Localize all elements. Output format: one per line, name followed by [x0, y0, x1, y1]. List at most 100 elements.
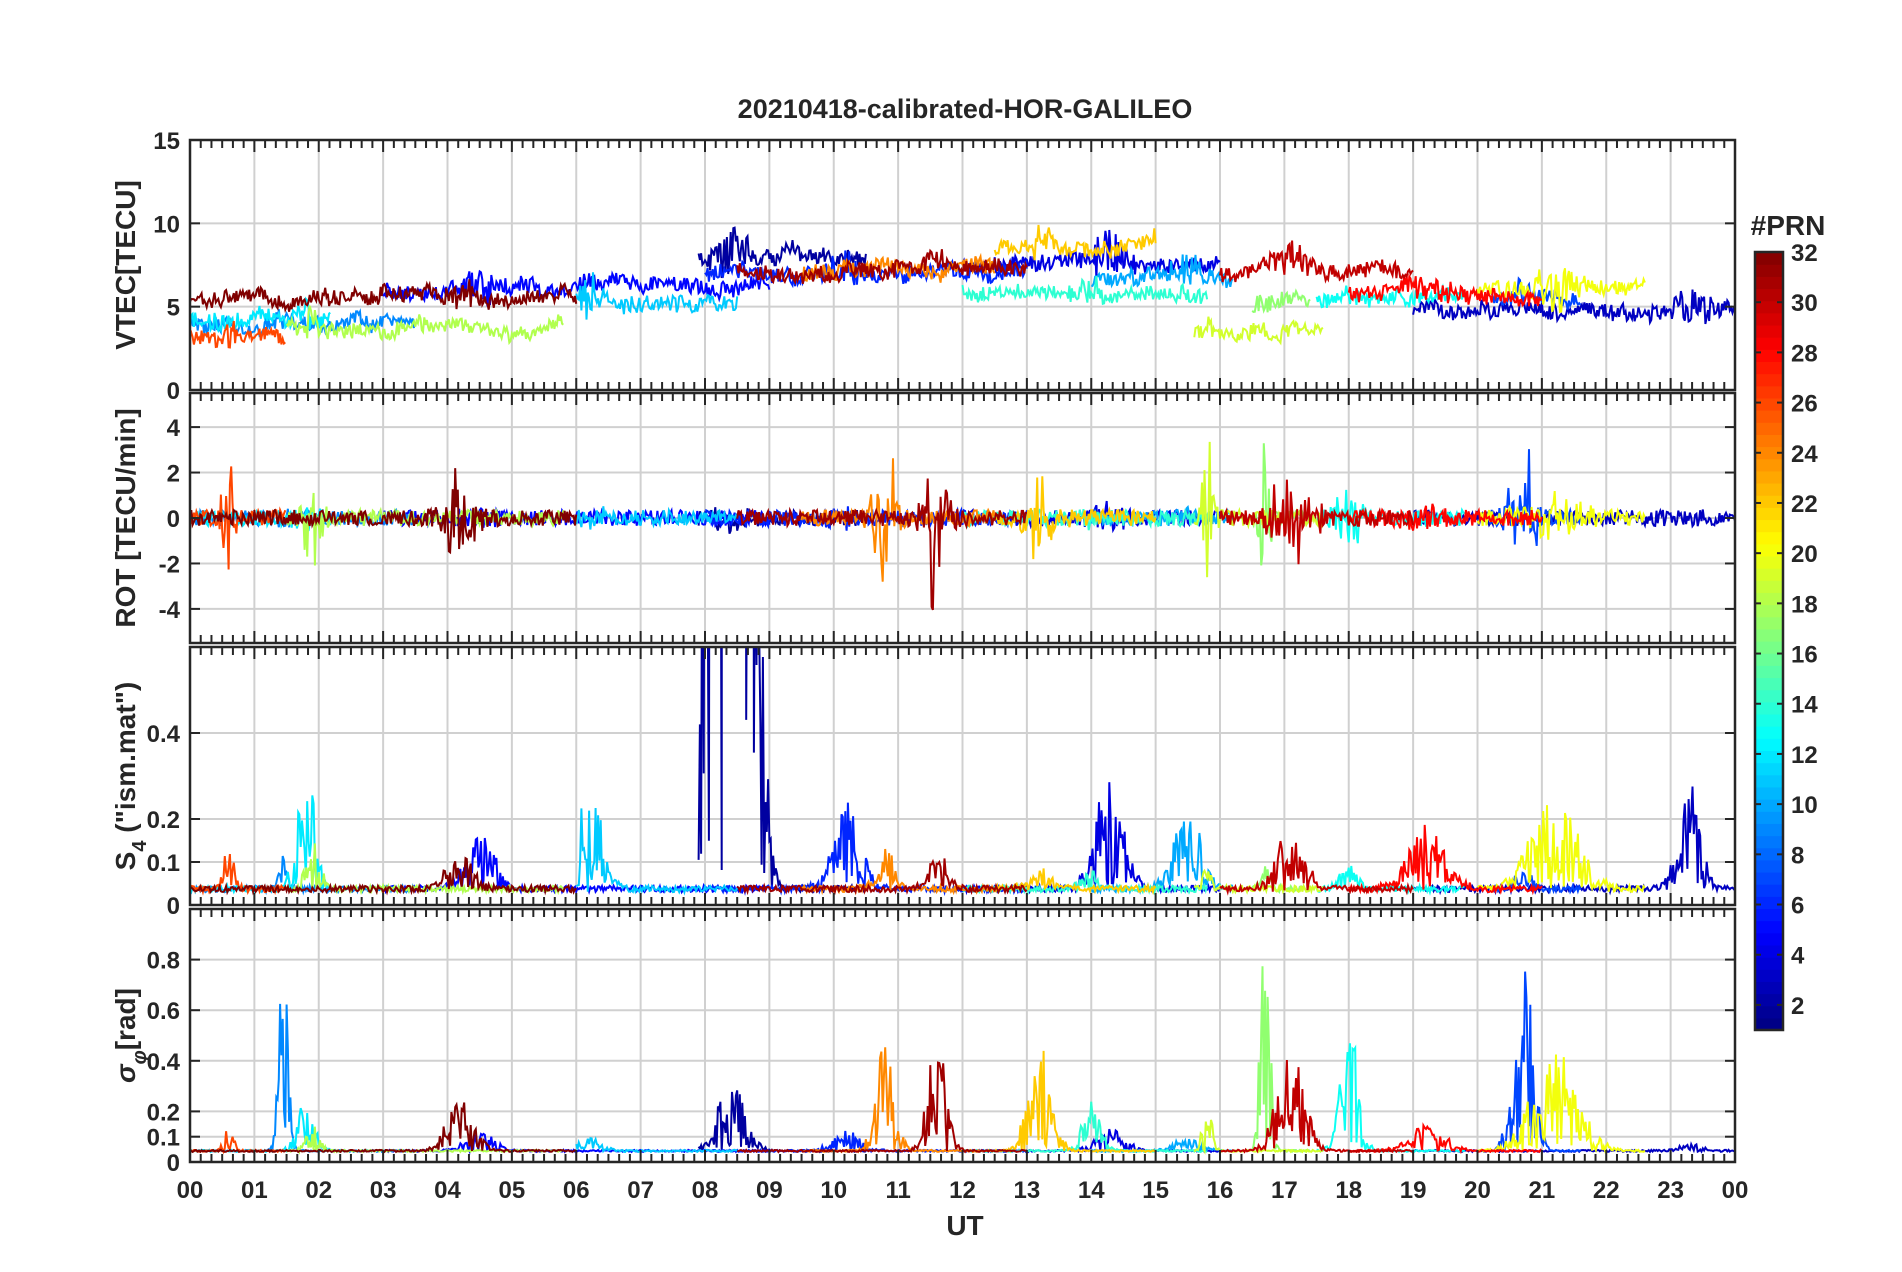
- colorbar-swatch: [1755, 665, 1783, 679]
- series-line-prn-30: [1219, 840, 1414, 896]
- colorbar-swatch: [1755, 847, 1783, 861]
- series-line-prn-31: [736, 1061, 1028, 1154]
- series-line-prn-24: [800, 458, 996, 582]
- y-tick-label: -4: [159, 597, 181, 624]
- colorbar-swatch: [1755, 252, 1783, 265]
- y-tick-label: -2: [159, 551, 180, 578]
- x-tick-label: 11: [885, 1177, 910, 1204]
- series-line-prn-14: [961, 508, 1209, 531]
- colorbar-swatch: [1755, 738, 1783, 752]
- y-tick-label: 0.1: [147, 1125, 180, 1152]
- colorbar-swatch: [1755, 580, 1783, 593]
- colorbar-swatch: [1755, 981, 1783, 995]
- y-axis-label-s4: S4 ("ism.mat"): [110, 682, 151, 871]
- colorbar-swatch: [1755, 312, 1783, 326]
- xticks-s4: [189, 647, 1736, 905]
- traces-rot: [190, 441, 1735, 611]
- y-tick-label: 0.1: [147, 850, 180, 877]
- x-tick-label: 19: [1400, 1177, 1427, 1204]
- colorbar-swatch: [1755, 264, 1783, 277]
- colorbar-swatch: [1755, 373, 1783, 387]
- colorbar-swatch: [1755, 799, 1783, 812]
- y-tick-label: 15: [153, 128, 180, 155]
- colorbar-swatch: [1755, 653, 1783, 666]
- series-line-prn-3: [1412, 507, 1735, 529]
- colorbar-swatch: [1755, 689, 1783, 703]
- colorbar-tick-label: 26: [1791, 391, 1818, 418]
- colorbar-swatch: [1755, 884, 1783, 897]
- x-tick-label: 05: [499, 1177, 526, 1204]
- series-line-prn-31: [736, 858, 1028, 896]
- x-tick-label: 16: [1207, 1177, 1234, 1204]
- series-line-prn-11: [575, 1136, 738, 1154]
- colorbar-swatch: [1755, 908, 1783, 922]
- series-line-prn-22: [993, 476, 1157, 560]
- x-tick-label: 14: [1078, 1177, 1105, 1204]
- colorbar-swatch: [1755, 324, 1783, 338]
- series-line-prn-13: [1315, 865, 1466, 896]
- x-tick-label: 09: [756, 1177, 783, 1204]
- panel-sigma: 00.10.2 0.4 0.6 0.8 σφ[rad]: [110, 907, 1737, 1177]
- x-tick-label: 20: [1464, 1177, 1491, 1204]
- colorbar-tick-label: 8: [1791, 842, 1804, 869]
- colorbar-swatch: [1755, 726, 1783, 739]
- colorbar-swatch: [1755, 482, 1783, 496]
- colorbar-swatch: [1755, 543, 1783, 557]
- colorbar-swatch: [1755, 774, 1783, 788]
- series-line-prn-30: [1219, 479, 1415, 565]
- y-tick-label: 0.4: [147, 721, 181, 748]
- xticks-sigma: [189, 909, 1736, 1162]
- x-tick-label: 10: [820, 1177, 847, 1204]
- colorbar-swatch: [1755, 920, 1783, 934]
- x-tick-label: 13: [1014, 1177, 1041, 1204]
- colorbar-swatch: [1755, 641, 1783, 654]
- xticks-vtec: [189, 140, 1736, 390]
- colorbar-swatch: [1755, 750, 1783, 764]
- colorbar-swatch: [1755, 1017, 1783, 1031]
- series-line-prn-26: [190, 320, 286, 349]
- colorbar-swatch: [1755, 592, 1783, 606]
- x-axis-label: UT: [946, 1210, 983, 1241]
- series-line-prn-13: [1315, 283, 1466, 309]
- series-line-prn-28: [1347, 824, 1543, 896]
- colorbar-swatch: [1755, 555, 1783, 569]
- y-tick-label: 0: [167, 506, 180, 533]
- x-tick-label: 22: [1593, 1177, 1620, 1204]
- colorbar-swatch: [1755, 616, 1783, 630]
- x-tick-label: 03: [370, 1177, 397, 1204]
- colorbar-tick-label: 28: [1791, 340, 1818, 367]
- colorbar-swatch: [1755, 446, 1783, 460]
- xticks-rot: [189, 393, 1736, 643]
- y-tick-label: 0: [167, 893, 180, 920]
- y-tick-label: 0.2: [147, 1099, 180, 1126]
- series-line-prn-11: [575, 807, 739, 896]
- colorbar-swatch: [1755, 932, 1783, 946]
- traces-vtec: [190, 224, 1735, 349]
- colorbar-swatch: [1755, 422, 1783, 435]
- colorbar-swatch: [1755, 495, 1783, 508]
- colorbar-tick-label: 18: [1791, 591, 1818, 618]
- colorbar-swatch: [1755, 835, 1783, 849]
- colorbar-swatch: [1755, 786, 1783, 800]
- y-tick-label: 0.2: [147, 807, 180, 834]
- colorbar-swatch: [1755, 276, 1783, 290]
- series-line-prn-4: [961, 229, 1221, 280]
- series-line-prn-22: [993, 1050, 1157, 1154]
- x-tick-label: 08: [692, 1177, 719, 1204]
- colorbar-tick-label: 2: [1791, 993, 1804, 1020]
- series-line-prn-18: [285, 305, 564, 346]
- colorbar-swatch: [1755, 519, 1783, 533]
- x-tick-label: 21: [1529, 1177, 1556, 1204]
- series-line-prn-11: [575, 272, 739, 320]
- x-tick-label: 17: [1271, 1177, 1298, 1204]
- colorbar-swatch: [1755, 944, 1783, 958]
- series-line-prn-31: [736, 478, 1028, 611]
- colorbar-swatch: [1755, 762, 1783, 776]
- colorbar-tick-label: 32: [1791, 240, 1818, 267]
- y-tick-label: 0.8: [147, 948, 180, 975]
- colorbar-swatch: [1755, 701, 1783, 715]
- colorbar-swatch: [1755, 859, 1783, 873]
